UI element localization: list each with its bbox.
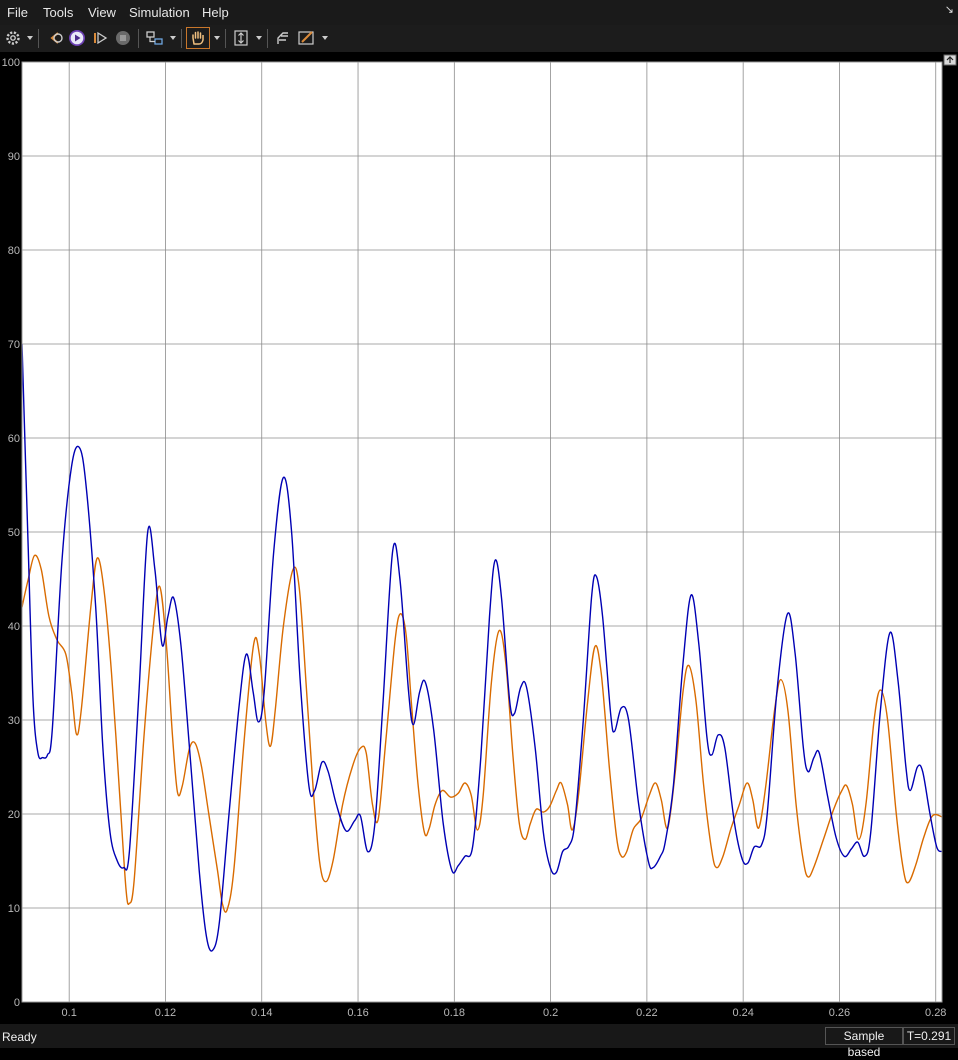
y-tick-label: 100 [2, 57, 20, 69]
toolbar [0, 25, 958, 53]
pan-icon[interactable] [186, 27, 210, 49]
menu-help[interactable]: Help [202, 5, 229, 20]
x-tick-label: 0.24 [732, 1007, 753, 1019]
chevron-down-icon[interactable] [214, 36, 220, 40]
series-layer [22, 343, 942, 952]
y-tick-label: 70 [8, 339, 20, 351]
x-tick-label: 0.26 [829, 1007, 850, 1019]
series-line-blue [22, 343, 942, 952]
scope-plot-area: 0.1 0.12 0.14 0.16 0.18 0.2 0.22 0.24 0.26 0.28 0 1… [0, 53, 958, 1024]
y-tick-label: 30 [8, 715, 20, 727]
simulation-time: T=0.291 [903, 1027, 955, 1045]
menu-file[interactable]: File [7, 5, 28, 20]
menu-view[interactable]: View [88, 5, 116, 20]
x-tick-label: 0.18 [444, 1007, 465, 1019]
x-tick-label: 0.28 [925, 1007, 946, 1019]
y-tick-label: 10 [8, 903, 20, 915]
chevron-down-icon[interactable] [256, 36, 262, 40]
y-tick-label: 40 [8, 621, 20, 633]
chevron-down-icon[interactable] [322, 36, 328, 40]
y-tick-label: 80 [8, 245, 20, 257]
menu-bar: File Tools View Simulation Help ↘ [0, 0, 958, 25]
toolbar-separator [38, 29, 39, 48]
gear-icon[interactable] [4, 28, 22, 48]
menu-tools[interactable]: Tools [43, 5, 74, 20]
y-tick-label: 0 [14, 997, 20, 1009]
tick-labels: 0.1 0.12 0.14 0.16 0.18 0.2 0.22 0.24 0.26 0.28 0 1… [2, 57, 947, 1019]
toolbar-separator [225, 29, 226, 48]
menu-simulation[interactable]: Simulation [129, 5, 190, 20]
x-tick-label: 0.16 [347, 1007, 368, 1019]
y-tick-label: 20 [8, 809, 20, 821]
y-tick-label: 90 [8, 151, 20, 163]
chart[interactable]: 0.1 0.12 0.14 0.16 0.18 0.2 0.22 0.24 0.26 0.28 0 1… [0, 53, 958, 1024]
expand-icon[interactable] [943, 54, 957, 66]
axes-frame [21, 61, 943, 1003]
undock-icon[interactable]: ↘ [944, 4, 954, 16]
sample-mode-indicator: Sample based [825, 1027, 903, 1059]
highlight-block-icon[interactable] [45, 28, 65, 48]
status-text: Ready [2, 1030, 37, 1044]
step-forward-icon[interactable] [90, 28, 110, 48]
style-icon[interactable] [297, 28, 317, 48]
stop-icon[interactable] [113, 28, 133, 48]
signal-selector-icon[interactable] [145, 28, 165, 48]
toolbar-separator [138, 29, 139, 48]
x-tick-label: 0.14 [251, 1007, 272, 1019]
zoom-y-icon[interactable] [231, 28, 251, 48]
x-tick-label: 0.2 [543, 1007, 558, 1019]
y-tick-label: 60 [8, 433, 20, 445]
status-bar: Ready Sample based T=0.291 [0, 1024, 958, 1059]
chevron-down-icon[interactable] [170, 36, 176, 40]
x-tick-label: 0.1 [62, 1007, 77, 1019]
toolbar-separator [181, 29, 182, 48]
run-icon[interactable] [67, 28, 87, 48]
chevron-down-icon[interactable] [27, 36, 33, 40]
toolbar-separator [267, 29, 268, 48]
y-tick-label: 50 [8, 527, 20, 539]
cursor-measure-icon[interactable] [273, 28, 293, 48]
x-tick-label: 0.22 [636, 1007, 657, 1019]
x-tick-label: 0.12 [155, 1007, 176, 1019]
